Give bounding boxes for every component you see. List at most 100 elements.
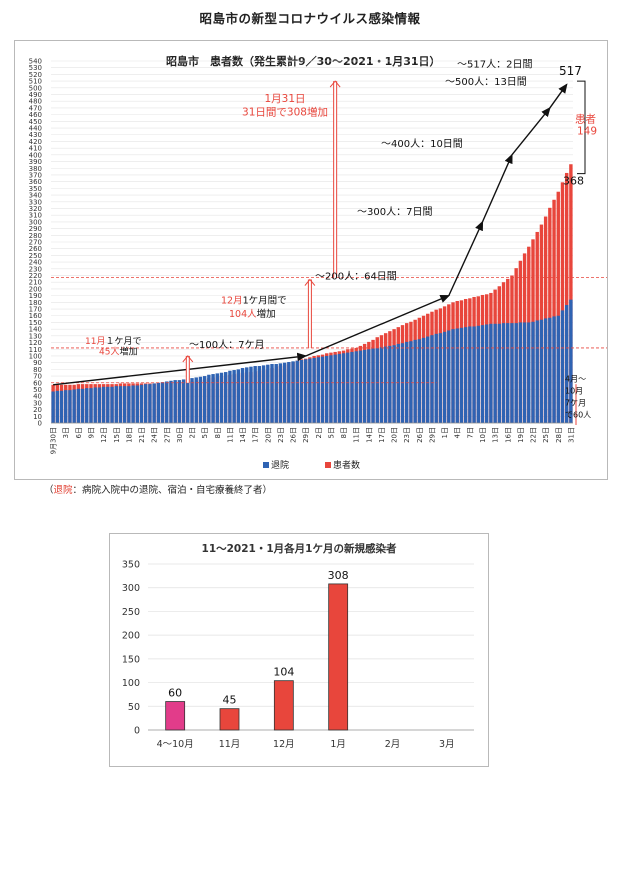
x-tick-label: 8日 bbox=[214, 427, 222, 438]
annotation-jan-title: 1月31日 bbox=[264, 93, 305, 105]
annotation-nov-line1: 11月１ケ月で bbox=[85, 336, 141, 347]
annotation-dec-text1: 1ケ月間で bbox=[243, 296, 287, 307]
x-tick-label: 12日 bbox=[100, 427, 108, 443]
main-chart-frame: 昭島市 患者数（発生累計9／30〜2021・1月31日） 0 10 20 30 40 50… bbox=[14, 40, 620, 480]
recovered-bar bbox=[303, 359, 308, 423]
recovered-bar bbox=[501, 323, 506, 423]
y-tick-label: 510 bbox=[29, 78, 42, 86]
recovered-bar bbox=[287, 361, 291, 423]
x-tick-label: 20日 bbox=[264, 427, 272, 443]
end-label-patients-name: 患者 bbox=[575, 114, 596, 126]
x-tick-label: 3日 bbox=[62, 427, 70, 438]
growth-arrow bbox=[448, 220, 484, 296]
x-tick-label: 2日 bbox=[315, 427, 323, 438]
monthly-bar bbox=[219, 708, 240, 731]
recovered-bar bbox=[97, 387, 102, 423]
recovered-bar bbox=[131, 385, 135, 423]
recovered-bar bbox=[245, 367, 249, 423]
recovered-bar bbox=[232, 370, 236, 423]
x-tick-label: 23日 bbox=[403, 427, 411, 443]
end-label-recovered: 368 bbox=[563, 174, 584, 187]
recovered-bar bbox=[278, 363, 283, 423]
recovered-bar bbox=[59, 390, 64, 423]
x-tick-label: 9日 bbox=[87, 427, 95, 438]
x-category-label: 1月 bbox=[330, 739, 346, 750]
x-tick-label: 29日 bbox=[428, 427, 436, 443]
patients-bar bbox=[569, 164, 573, 423]
x-category-label: 4〜10月 bbox=[157, 739, 194, 750]
y-tick-label: 260 bbox=[29, 245, 42, 253]
annotation-nov-line2: 45人増加 bbox=[99, 346, 137, 358]
recovered-bar bbox=[341, 353, 346, 423]
recovered-bar bbox=[194, 377, 198, 423]
end-label-total: 517 bbox=[559, 64, 582, 78]
recovered-bar bbox=[148, 384, 152, 423]
y-tick-label: 490 bbox=[29, 91, 42, 99]
y-tick-label: 50 bbox=[128, 702, 140, 713]
y-tick-label: 310 bbox=[29, 212, 42, 220]
x-tick-label: 30日 bbox=[176, 427, 184, 443]
recovered-bar bbox=[274, 364, 278, 423]
recovered-bar bbox=[110, 386, 114, 423]
recovered-bar bbox=[480, 325, 485, 423]
recovered-bar bbox=[173, 380, 177, 423]
x-tick-label: 4日 bbox=[454, 427, 462, 438]
recovered-bar bbox=[253, 366, 257, 423]
recovered-bar bbox=[560, 310, 565, 423]
x-tick-label: 20日 bbox=[391, 427, 399, 443]
x-tick-label: 5日 bbox=[201, 427, 209, 438]
recovered-bar bbox=[282, 362, 287, 423]
cumulative-patients-chart: 昭島市 患者数（発生累計9／30〜2021・1月31日） 01020304050… bbox=[29, 54, 620, 471]
y-tick-label: 440 bbox=[29, 125, 42, 133]
recovered-bar bbox=[531, 321, 535, 423]
recovered-bar bbox=[421, 337, 426, 423]
x-tick-label: 19日 bbox=[517, 427, 525, 443]
annotation-500: 〜500人：13日間 bbox=[445, 76, 527, 88]
recovered-bar bbox=[325, 355, 329, 423]
x-tick-label: 25日 bbox=[542, 427, 550, 443]
x-tick-label: 24日 bbox=[151, 427, 159, 443]
recovered-bar bbox=[165, 381, 169, 423]
recovered-bar bbox=[350, 351, 354, 423]
recovered-bar bbox=[64, 390, 68, 423]
footnote: （退院：病院入院中の退院、宿泊・自宅療養終了者） bbox=[44, 482, 272, 496]
recovered-bar bbox=[527, 322, 531, 423]
recovered-bar bbox=[215, 373, 219, 423]
patients-bracket bbox=[577, 80, 586, 175]
recovered-bar bbox=[181, 379, 186, 423]
legend-swatch bbox=[263, 462, 269, 468]
footnote-open: （ bbox=[44, 485, 54, 496]
growth-arrow bbox=[511, 106, 551, 156]
recovered-bar bbox=[186, 378, 190, 423]
y-tick-label: 100 bbox=[122, 678, 140, 689]
x-tick-label: 26日 bbox=[290, 427, 298, 443]
recovered-bar bbox=[329, 355, 333, 423]
patients-bar bbox=[560, 182, 565, 423]
y-tick-label: 480 bbox=[29, 98, 42, 106]
x-tick-label: 14日 bbox=[365, 427, 373, 443]
recovered-bar bbox=[127, 386, 131, 423]
x-tick-label: 28日 bbox=[555, 427, 563, 443]
monthly-bar bbox=[328, 583, 349, 731]
y-tick-label: 120 bbox=[29, 339, 42, 347]
y-tick-label: 210 bbox=[29, 279, 42, 287]
recovered-bar bbox=[266, 364, 270, 423]
recovered-bar bbox=[543, 318, 548, 423]
recovered-bar bbox=[564, 305, 569, 423]
x-tick-label: 2日 bbox=[189, 427, 197, 438]
y-tick-label: 30 bbox=[33, 399, 42, 407]
y-tick-label: 460 bbox=[29, 111, 42, 119]
x-tick-label: 13日 bbox=[492, 427, 500, 443]
recovered-bar bbox=[506, 323, 510, 423]
y-tick-label: 100 bbox=[29, 352, 42, 360]
recovered-bar bbox=[72, 389, 76, 423]
side-note-line: で60人 bbox=[565, 410, 591, 419]
recovered-bar bbox=[223, 372, 228, 423]
recovered-bar bbox=[493, 323, 497, 423]
y-tick-label: 410 bbox=[29, 145, 42, 153]
recovered-bar bbox=[362, 349, 367, 423]
growth-arrow bbox=[305, 294, 451, 357]
y-tick-label: 50 bbox=[33, 386, 42, 394]
recovered-bar bbox=[144, 384, 148, 423]
y-tick-label: 20 bbox=[33, 406, 42, 414]
